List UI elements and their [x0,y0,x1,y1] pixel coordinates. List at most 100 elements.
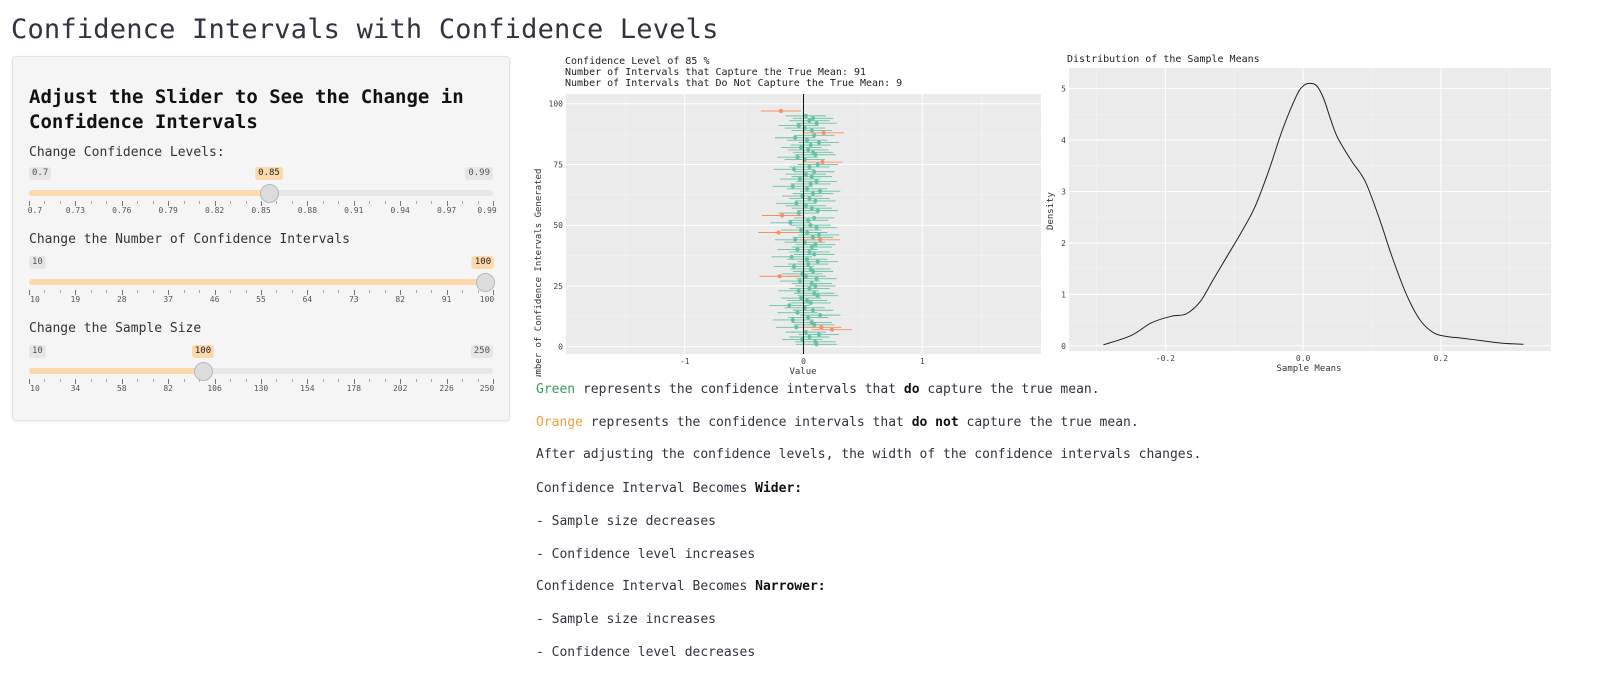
green-word: Green [536,382,576,397]
slider-tick [446,379,448,384]
slider-minor-tick [199,290,201,293]
slider-tick-label: 250 [479,384,495,393]
interval-mean-point [812,291,817,296]
interval-mean-point [809,281,814,286]
y-tick-label: 75 [553,160,563,169]
slider-minor-tick [183,201,185,204]
interval-mean-point [809,320,814,325]
slider-minor-tick [152,290,154,293]
slider-max-label: 250 [470,345,493,358]
confidence-interval-plot: Confidence Level of 85 % Number of Inter… [530,52,1045,377]
slider-tick-label: 0.91 [344,206,364,215]
interval-mean-point [807,118,812,123]
interval-mean-point [804,138,810,143]
y-tick-label: 3 [1061,187,1066,196]
interval-mean-point [815,162,820,167]
slider-tick-label: 58 [116,384,127,393]
slider-tick [446,201,448,206]
slider-tick-label: 0.88 [297,206,318,215]
slider-value-label: 100 [471,256,495,269]
slider-minor-tick [59,379,61,382]
confidence-level-slider[interactable]: 0.7 0.99 0.85 0.7 0.73 0.76 0.79 0.82 0.85 0.88 0.… [27,167,497,217]
interval-mean-point [804,230,810,235]
slider-minor-tick [199,379,201,382]
slider-minor-tick [415,379,417,382]
wider-item: - Sample size decreases [536,514,717,529]
num-intervals-slider[interactable]: 1010010010192837465564738291100 [29,256,495,306]
interval-mean-point [788,220,793,225]
slider-minor-tick [183,379,185,382]
slider-tick-label: 82 [395,295,406,304]
slider-minor-tick [199,201,201,204]
adjust-description: After adjusting the confidence levels, t… [536,447,1202,462]
slider-tick [307,290,309,295]
slider-minor-tick [230,201,232,204]
interval-mean-point [807,334,812,340]
interval-mean-point [809,174,814,179]
num-intervals-label: Change the Number of Confidence Interval… [29,232,350,247]
interval-mean-point [806,315,811,320]
subtitle-line-3: Number of Intervals that Do Not Capture … [565,78,902,89]
interval-mean-point [794,325,799,330]
slider-minor-tick [415,290,417,293]
slider-tick [493,290,494,295]
slider-minor-tick [44,379,46,382]
interval-mean-point [813,198,818,204]
slider-minor-tick [338,290,340,293]
slider-handle[interactable] [260,184,279,203]
slider-minor-tick [44,290,46,293]
slider-track[interactable] [29,279,493,285]
slider-fill [29,368,203,374]
slider-minor-tick [369,290,371,293]
y-tick-label: 2 [1061,239,1066,248]
y-tick-label: 1 [1061,290,1066,299]
slider-tick-label: 130 [253,384,269,393]
slider-tick-label: 0.79 [158,206,178,215]
slider-value-label: 100 [191,345,215,358]
subtitle-line-1: Confidence Level of 85 % [565,56,710,67]
slider-track[interactable] [29,368,493,374]
interval-mean-point [803,330,808,335]
green-description: Green represents the confidence interval… [536,382,1100,397]
slider-minor-tick [291,201,293,204]
slider-minor-tick [322,290,324,293]
slider-tick-label: 10 [30,384,40,393]
y-tick-label: 25 [553,282,563,291]
slider-minor-tick [477,201,479,204]
interval-mean-point [813,242,818,247]
interval-mean-point [810,235,816,240]
interval-mean-point [790,317,795,323]
slider-minor-tick [291,379,293,382]
slider-minor-tick [245,379,247,382]
slider-minor-tick [322,201,324,204]
slider-handle[interactable] [194,362,213,381]
interval-mean-point [809,244,814,250]
y-tick-label: 0 [1061,342,1066,351]
sample-size-slider[interactable]: 10 250 100 10 34 58 82 106 130 154 178 202 226 250 [29,345,495,395]
slider-tick [493,201,494,206]
interval-mean-point [789,254,794,259]
slider-minor-tick [276,290,278,293]
interval-mean-point [796,210,801,216]
slider-tick-label: 46 [209,295,220,304]
slider-ticks: 10 19 28 37 46 55 64 73 82 91 100 [29,290,494,306]
slider-ticks: 0.7 0.73 0.76 0.79 0.82 0.85 0.88 0.91 0.94 0.97 0… [27,201,497,217]
slider-tick [75,201,77,206]
slider-minor-tick [477,290,479,293]
slider-tick [261,379,262,384]
slider-tick [353,379,355,384]
slider-handle[interactable] [476,273,495,292]
interval-mean-point [813,339,818,344]
slider-tick-label: 64 [302,295,313,304]
slider-minor-tick [462,290,464,293]
slider-tick-label: 19 [70,295,81,304]
slider-max-label: 0.99 [465,167,493,180]
slider-tick-label: 0.7 [27,206,43,215]
sample-size-label: Change the Sample Size [29,321,202,336]
interval-mean-point [803,203,808,208]
interval-mean-point [799,296,804,301]
slider-tick [261,290,262,295]
slider-minor-tick [152,201,154,204]
interval-mean-point [791,264,797,269]
interval-mean-point [814,179,819,184]
